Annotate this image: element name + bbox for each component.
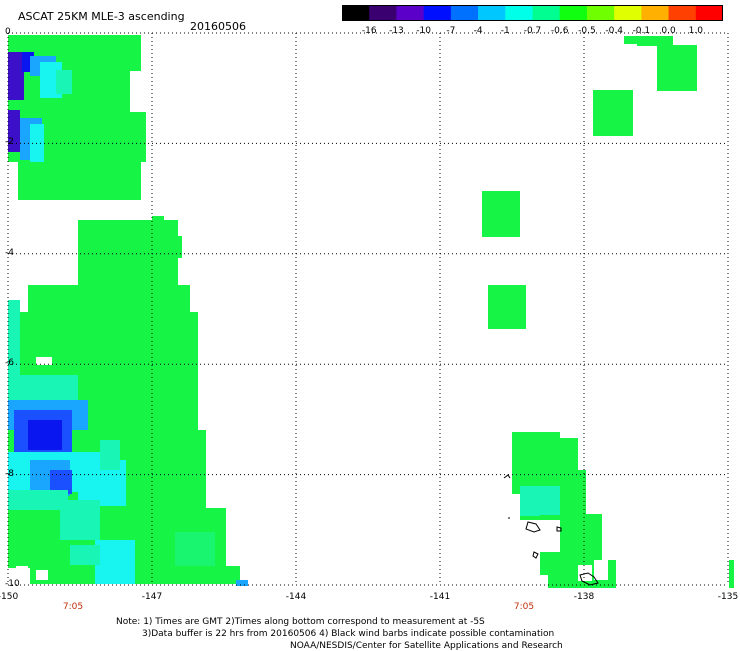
color-scale-label: -7: [446, 26, 456, 36]
wind-cell: [520, 486, 560, 516]
wind-cell: [8, 300, 20, 380]
wind-cell: [488, 285, 526, 329]
wind-cell: [124, 120, 144, 134]
longitude-label: -144: [285, 592, 307, 602]
color-scale-label: -0.7: [523, 26, 542, 36]
lat-lon-grid: [7, 32, 729, 586]
color-scale-label: -0.4: [605, 26, 623, 36]
color-swatch: [695, 5, 723, 21]
wind-cell: [8, 490, 68, 510]
wind-cell: [50, 470, 72, 494]
wind-cell: [100, 440, 120, 470]
color-swatch: [641, 5, 670, 21]
color-scale-label: -0.1: [632, 26, 651, 36]
latitude-label: -4: [5, 247, 14, 258]
wind-cell: [56, 70, 72, 94]
longitude-label: -147: [141, 592, 163, 602]
wind-cell: [152, 216, 164, 234]
latitude-label: -2: [5, 137, 14, 148]
color-swatch: [505, 5, 533, 21]
latitude-label: -8: [5, 468, 14, 479]
color-scale-label: -1: [500, 26, 510, 36]
color-scale-swatches: [342, 5, 723, 21]
color-swatch: [423, 5, 452, 21]
latitude-label: -10: [5, 579, 20, 589]
color-scale-bar: [342, 5, 723, 21]
pass-time-left: 7:05: [62, 602, 84, 612]
wind-cell: [60, 500, 100, 540]
wind-cell: [624, 36, 640, 44]
color-swatch: [396, 5, 425, 21]
wind-cell: [729, 560, 734, 588]
wind-cell: [8, 110, 20, 152]
color-scale-label: -4: [473, 26, 483, 36]
color-swatch: [532, 5, 561, 21]
color-swatch: [450, 5, 479, 21]
wind-cell: [8, 52, 24, 100]
wind-data-cells: [8, 35, 734, 588]
color-swatch: [668, 5, 697, 21]
wind-cell: [593, 90, 633, 136]
longitude-label: -135: [717, 592, 739, 602]
note-line-3: NOAA/NESDIS/Center for Satellite Applica…: [290, 641, 563, 651]
color-scale-label: 1.0: [688, 26, 703, 36]
wind-cell: [70, 545, 100, 565]
color-scale-label: 0.0: [661, 26, 676, 36]
longitude-label: -138: [573, 592, 595, 602]
pass-time-right: 7:05: [513, 602, 535, 612]
map-title: ASCAT 25KM MLE-3 ascending: [18, 10, 185, 23]
color-swatch: [342, 5, 370, 21]
wind-cell: [168, 236, 182, 258]
color-scale-label: -13: [389, 26, 404, 36]
wind-cell: [637, 36, 673, 46]
note-line-1: Note: 1) Times are GMT 2)Times along bot…: [116, 617, 485, 627]
color-swatch: [559, 5, 588, 21]
latitude-label: -6: [5, 358, 14, 369]
color-swatch: [369, 5, 397, 21]
longitude-label: -141: [429, 592, 451, 602]
wind-cell: [95, 540, 135, 584]
longitude-label: -150: [0, 592, 19, 602]
color-scale-label: -0.6: [550, 26, 569, 36]
color-scale-label: -10: [416, 26, 431, 36]
wind-cell: [18, 160, 141, 200]
note-line-2: 3)Data buffer is 22 hrs from 20160506 4)…: [142, 629, 555, 639]
color-swatch: [614, 5, 642, 21]
color-swatch: [586, 5, 615, 21]
island-outlines: [503, 474, 599, 586]
wind-cell: [236, 580, 248, 586]
map-date: 20160506: [190, 20, 246, 33]
color-scale-label: -0.5: [578, 26, 596, 36]
color-swatch: [478, 5, 506, 21]
wind-cell: [657, 45, 697, 91]
wind-cell: [28, 420, 62, 450]
latitude-label: 0: [5, 27, 11, 37]
wind-cell: [482, 191, 520, 237]
color-scale-label: -16: [361, 26, 377, 36]
wind-cell: [175, 532, 215, 566]
